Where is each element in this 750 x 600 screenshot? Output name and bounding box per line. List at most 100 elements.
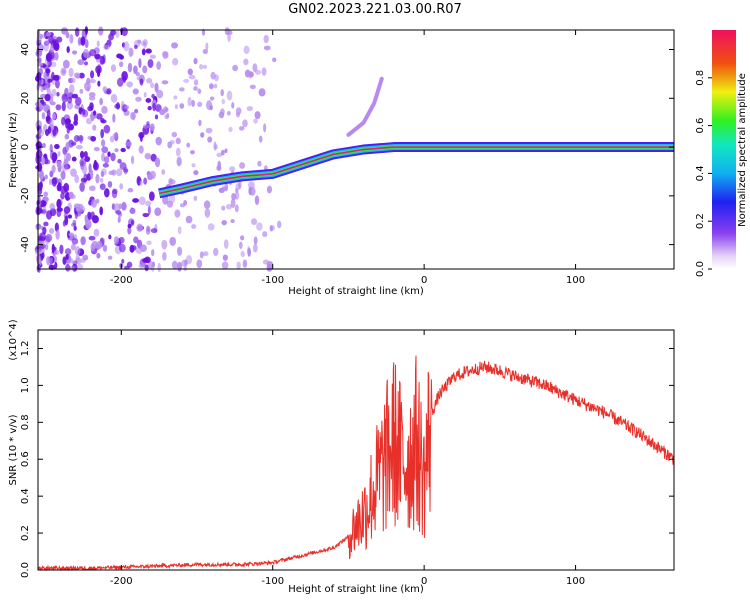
spectrogram-cell <box>243 58 249 66</box>
spectrogram-cell <box>104 156 110 164</box>
spectrogram-cell <box>79 88 84 94</box>
spectrogram-cell <box>70 77 76 84</box>
spectrogram-cell <box>87 105 94 112</box>
spectrogram-cell <box>227 32 231 43</box>
spectrogram-cell <box>56 198 62 209</box>
spectrogram-cell <box>272 57 277 63</box>
spectrogram-cell <box>136 223 144 232</box>
spectrogram-cell <box>132 198 140 203</box>
spectrogram-cell <box>55 229 60 240</box>
spectrogram-cell <box>152 102 156 112</box>
spectrogram-cell <box>238 241 243 250</box>
spectrogram-cell <box>149 123 155 131</box>
spectrogram-cell <box>168 179 176 185</box>
spectrogram-cell <box>229 166 236 172</box>
spectrogram-cell <box>119 162 127 170</box>
spectrogram-cell <box>161 80 169 85</box>
spectrogram-y-tick-label: -40 <box>20 236 31 252</box>
spectrogram-cell <box>88 95 96 101</box>
spectrogram-scatter <box>34 26 282 273</box>
spectrogram-cell <box>47 126 52 134</box>
spectrogram-cell <box>65 254 69 260</box>
spectrogram-cell <box>142 212 150 218</box>
spectrogram-cell <box>48 35 54 44</box>
spectrogram-cell <box>151 249 155 257</box>
spectrogram-cell <box>51 88 57 97</box>
spectrogram-x-ticks: -200 -100 0 100 <box>110 30 585 286</box>
spectrogram-cell <box>73 225 77 231</box>
spectrogram-cell <box>154 114 159 120</box>
spectrogram-cell <box>66 46 70 53</box>
spectrogram-cell <box>246 106 254 112</box>
spectrogram-cell <box>67 214 73 219</box>
spectrogram-cell <box>60 67 67 77</box>
spectrogram-cell <box>221 98 226 105</box>
spectrogram-cell <box>145 97 152 103</box>
spectrogram-cell <box>133 236 139 244</box>
snr-y-tick-label: 0.6 <box>20 451 31 467</box>
spectrogram-cell <box>151 262 155 272</box>
spectrogram-cell <box>79 182 85 192</box>
spectrogram-cell <box>90 169 94 180</box>
spectrogram-cell <box>62 220 66 227</box>
spectrogram-cell <box>48 227 55 234</box>
spectrogram-cell <box>52 40 60 50</box>
snr-y-tick-label: 1.2 <box>20 341 31 357</box>
spectrogram-cell <box>121 70 128 81</box>
spectrogram-cell <box>90 243 95 252</box>
spectrogram-cell <box>139 180 143 186</box>
spectrogram-cell <box>176 246 183 256</box>
colorbar-label: Normalized spectral amplitude <box>737 73 748 227</box>
snr-x-ticks: -200 -100 0 100 <box>110 330 585 587</box>
spectrogram-cell <box>174 209 181 218</box>
spectrogram-cell <box>43 41 49 52</box>
spectrogram-cell <box>222 254 228 261</box>
spectrogram-cell <box>46 256 51 266</box>
spectrogram-cell <box>54 261 58 269</box>
spectrogram-cell <box>90 135 97 142</box>
spectrogram-cell <box>250 218 258 226</box>
spectrogram-cell <box>55 104 62 111</box>
spectrogram-cell <box>216 165 222 172</box>
spectrogram-cell <box>115 210 122 215</box>
spectrogram-cell <box>99 206 103 216</box>
spectrogram-cell <box>196 259 203 269</box>
spectrogram-cell <box>93 159 98 170</box>
spectrogram-cell <box>161 169 166 175</box>
colorbar: 0.0 0.2 0.4 0.6 0.8 Normalized spectral ampl… <box>695 30 748 277</box>
spectrogram-cell <box>191 224 197 229</box>
spectrogram-cell <box>140 244 147 252</box>
spectrogram-cell <box>224 27 230 36</box>
spectrogram-cell <box>54 52 59 61</box>
spectrogram-cell <box>88 91 96 98</box>
spectrogram-cell <box>54 144 60 150</box>
spectrogram-cell <box>147 105 152 111</box>
spectrogram-cell <box>70 168 77 177</box>
spectrogram-cell <box>103 44 110 50</box>
spectrogram-cell <box>74 96 82 106</box>
spectrogram-cell <box>72 219 77 226</box>
spectrogram-cell <box>199 251 204 259</box>
spectrogram-cell <box>45 233 53 243</box>
spectrogram-cell <box>71 141 77 146</box>
spectrogram-cell <box>258 135 263 143</box>
spectrogram-cell <box>68 191 74 199</box>
spectrogram-cell <box>220 89 224 97</box>
spectrogram-cell <box>86 173 92 181</box>
spectrogram-cell <box>209 96 215 101</box>
spectrogram-cell <box>175 137 181 145</box>
spectrogram-cell <box>141 48 146 56</box>
spectrogram-cell <box>65 263 71 272</box>
spectrogram-cell <box>210 71 216 80</box>
spectrogram-cell <box>107 255 113 260</box>
spectrogram-cell <box>55 78 60 89</box>
spectrogram-cell <box>85 117 93 125</box>
snr-x-tick-label: 100 <box>566 576 585 587</box>
spectrogram-cell <box>205 42 209 51</box>
spectrogram-cell <box>62 256 67 265</box>
spectrogram-cell <box>99 183 106 191</box>
spectrogram-cell <box>82 48 89 58</box>
spectrogram-cell <box>93 228 100 237</box>
spectrogram-cell <box>45 31 51 37</box>
spectrogram-cell <box>38 80 42 88</box>
